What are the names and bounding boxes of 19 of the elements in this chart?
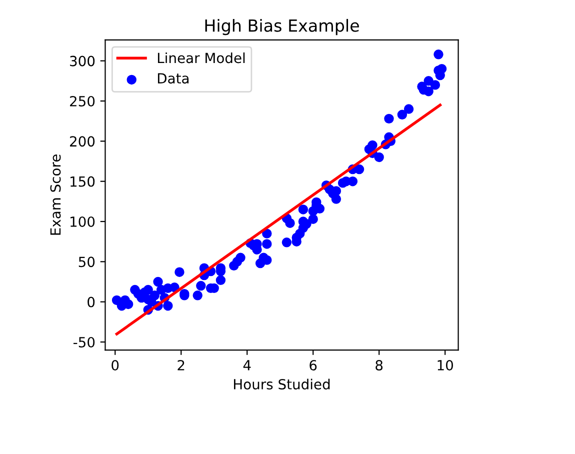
- y-tick-label: -50: [74, 336, 95, 348]
- legend-label: Linear Model: [158, 52, 245, 64]
- y-tick-label: 250: [70, 96, 95, 106]
- chart-title: High Bias Example: [205, 18, 359, 36]
- y-tick-label: 0: [88, 296, 95, 308]
- y-axis-title: Exam Score: [50, 154, 61, 235]
- x-tick-label: 8: [376, 360, 383, 371]
- x-tick-label: 2: [178, 360, 184, 370]
- y-tick-label: 200: [70, 136, 95, 147]
- x-tick-label: 0: [112, 360, 119, 371]
- y-tick-label: 100: [70, 216, 95, 227]
- legend-label: Data: [158, 73, 189, 84]
- x-tick-label: 4: [243, 360, 251, 370]
- y-tick-label: 300: [70, 56, 95, 66]
- x-axis-title: Hours Studied: [234, 378, 330, 390]
- x-tick-label: 6: [310, 360, 317, 371]
- y-tick-label: 150: [70, 176, 95, 187]
- x-tick-label: 10: [438, 360, 453, 371]
- y-tick-label: 50: [78, 256, 95, 268]
